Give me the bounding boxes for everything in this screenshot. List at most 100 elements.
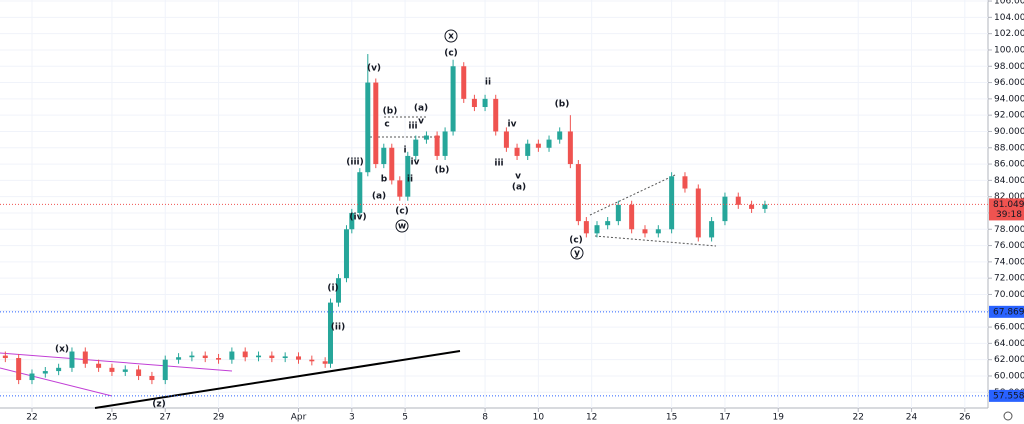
y-tick-label: 60.000	[994, 371, 1024, 381]
candle-body	[722, 196, 728, 222]
x-tick-label: 27	[160, 413, 171, 423]
settings-icon	[1003, 411, 1013, 421]
y-tick-label: 102.000	[994, 29, 1024, 39]
candle-body	[642, 229, 648, 234]
wave-label: v	[515, 172, 521, 182]
price-label-box	[989, 389, 1024, 402]
candle-body	[546, 139, 552, 148]
wave-label: y	[574, 249, 580, 259]
candle-body	[82, 351, 88, 364]
candle-body	[442, 131, 448, 156]
candle-body	[309, 359, 315, 362]
x-tick-label: 10	[533, 413, 545, 423]
x-tick-label: Apr	[291, 413, 307, 423]
candle-body	[365, 82, 371, 173]
wave-label: x	[448, 32, 454, 42]
wave-label: (b)	[435, 166, 450, 176]
wave-label: (ii)	[331, 323, 345, 333]
x-tick-label: 19	[773, 413, 785, 423]
wave-label: (v)	[367, 64, 381, 74]
wave-circle	[444, 29, 458, 43]
drawings	[0, 116, 717, 409]
candle-body	[189, 355, 195, 358]
x-tick-label: 8	[482, 413, 488, 423]
candle-body	[373, 82, 379, 165]
x-tick-label: 3	[349, 413, 355, 423]
y-tick-label: 94.000	[994, 94, 1024, 104]
candle-body	[695, 188, 701, 238]
candle-body	[357, 172, 363, 213]
y-tick-label: 82.000	[994, 192, 1024, 202]
candle-body	[709, 221, 715, 238]
candle-body	[629, 204, 635, 230]
candle-body	[735, 196, 741, 205]
candle-body	[503, 131, 509, 148]
y-tick-label: 106.000	[994, 0, 1024, 7]
wave-label: (b)	[555, 100, 570, 110]
wave-label: (a)	[414, 104, 428, 114]
price-label-box	[989, 198, 1024, 221]
wave-circle	[570, 246, 584, 260]
grid	[0, 0, 988, 408]
wave-label: iv	[508, 120, 517, 130]
x-tick-label: 24	[906, 413, 918, 423]
candle-body	[655, 229, 661, 234]
x-tick-label: 29	[213, 413, 225, 423]
candle-body	[122, 369, 128, 372]
trendline	[94, 350, 461, 409]
y-tick-label: 66.000	[994, 323, 1024, 333]
wave-label: (x)	[55, 345, 69, 355]
candle-body	[682, 176, 688, 189]
price-label: 81.049	[993, 200, 1024, 210]
price-label-box	[989, 305, 1024, 318]
wave-label: i	[403, 146, 406, 156]
y-tick-label: 98.000	[994, 62, 1024, 72]
candle-body	[109, 367, 115, 372]
candle-body	[482, 98, 488, 108]
countdown: 39:18	[996, 210, 1022, 220]
candle-body	[461, 66, 467, 99]
candle-body	[349, 212, 355, 230]
wave-label: b	[381, 175, 388, 185]
x-tick-label: 26	[959, 413, 971, 423]
wave-label: iii	[408, 122, 417, 132]
candle-body	[16, 358, 22, 381]
y-tick-label: 104.000	[994, 13, 1024, 23]
candle-body	[669, 176, 675, 230]
wave-label: (iv)	[349, 213, 366, 223]
price-label: 57.558	[993, 391, 1024, 401]
wave-label: ii	[407, 175, 413, 185]
candle-body	[535, 143, 541, 148]
candle-body	[176, 357, 182, 360]
wave-label: (a)	[512, 183, 526, 193]
wave-label: (c)	[395, 207, 409, 217]
candle-body	[136, 369, 142, 376]
y-tick-label: 78.000	[994, 225, 1024, 235]
candle-body	[96, 363, 102, 368]
wave-label: (i)	[327, 284, 338, 294]
candle-body	[296, 356, 302, 360]
candle-body	[749, 204, 755, 209]
candle-body	[397, 180, 403, 197]
x-tick-label: 22	[26, 413, 37, 423]
candle-body	[335, 278, 341, 303]
x-tick-label: 12	[586, 413, 597, 423]
triangle-lower	[594, 235, 717, 247]
candle-body	[525, 143, 531, 156]
wave-label: (iii)	[346, 158, 363, 168]
candle-body	[605, 221, 611, 226]
x-tick-label: 15	[666, 413, 677, 423]
candle-body	[327, 302, 333, 364]
candle-body	[2, 355, 8, 359]
y-tick-label: 76.000	[994, 241, 1024, 251]
candle-body	[762, 204, 768, 209]
x-tick-label: 22	[852, 413, 863, 423]
y-tick-label: 72.000	[994, 274, 1024, 284]
candle-body	[567, 131, 573, 165]
y-tick-label: 90.000	[994, 127, 1024, 137]
candle-body	[229, 351, 235, 360]
wave-label: (a)	[372, 192, 386, 202]
candle-body	[202, 355, 208, 359]
